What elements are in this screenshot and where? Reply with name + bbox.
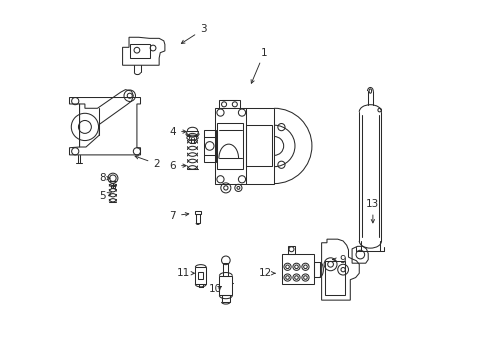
Text: 10: 10 xyxy=(209,284,222,294)
Text: 2: 2 xyxy=(135,156,160,169)
Bar xyxy=(221,296,230,302)
Bar xyxy=(198,272,203,279)
Text: 3: 3 xyxy=(181,24,206,44)
Bar xyxy=(217,123,242,169)
Bar xyxy=(130,44,150,58)
Bar xyxy=(194,211,201,215)
Text: 13: 13 xyxy=(366,199,379,223)
Text: 8: 8 xyxy=(100,173,110,183)
Text: 5: 5 xyxy=(100,191,111,201)
Bar xyxy=(282,253,314,284)
Text: 11: 11 xyxy=(177,268,194,278)
Bar xyxy=(219,276,232,296)
Text: 7: 7 xyxy=(169,211,188,221)
Text: 9: 9 xyxy=(332,255,345,265)
Bar xyxy=(111,185,115,188)
Text: 12: 12 xyxy=(258,268,274,278)
Bar xyxy=(218,100,240,108)
Text: 4: 4 xyxy=(169,127,186,136)
Bar xyxy=(195,267,206,284)
Bar xyxy=(325,261,344,296)
Bar xyxy=(223,263,228,276)
Bar xyxy=(215,108,274,184)
Bar xyxy=(287,246,295,253)
Bar xyxy=(314,262,319,277)
Text: 1: 1 xyxy=(251,48,267,83)
Bar xyxy=(196,215,199,223)
Bar xyxy=(245,125,272,166)
Bar xyxy=(204,130,215,162)
Text: 6: 6 xyxy=(169,161,186,171)
